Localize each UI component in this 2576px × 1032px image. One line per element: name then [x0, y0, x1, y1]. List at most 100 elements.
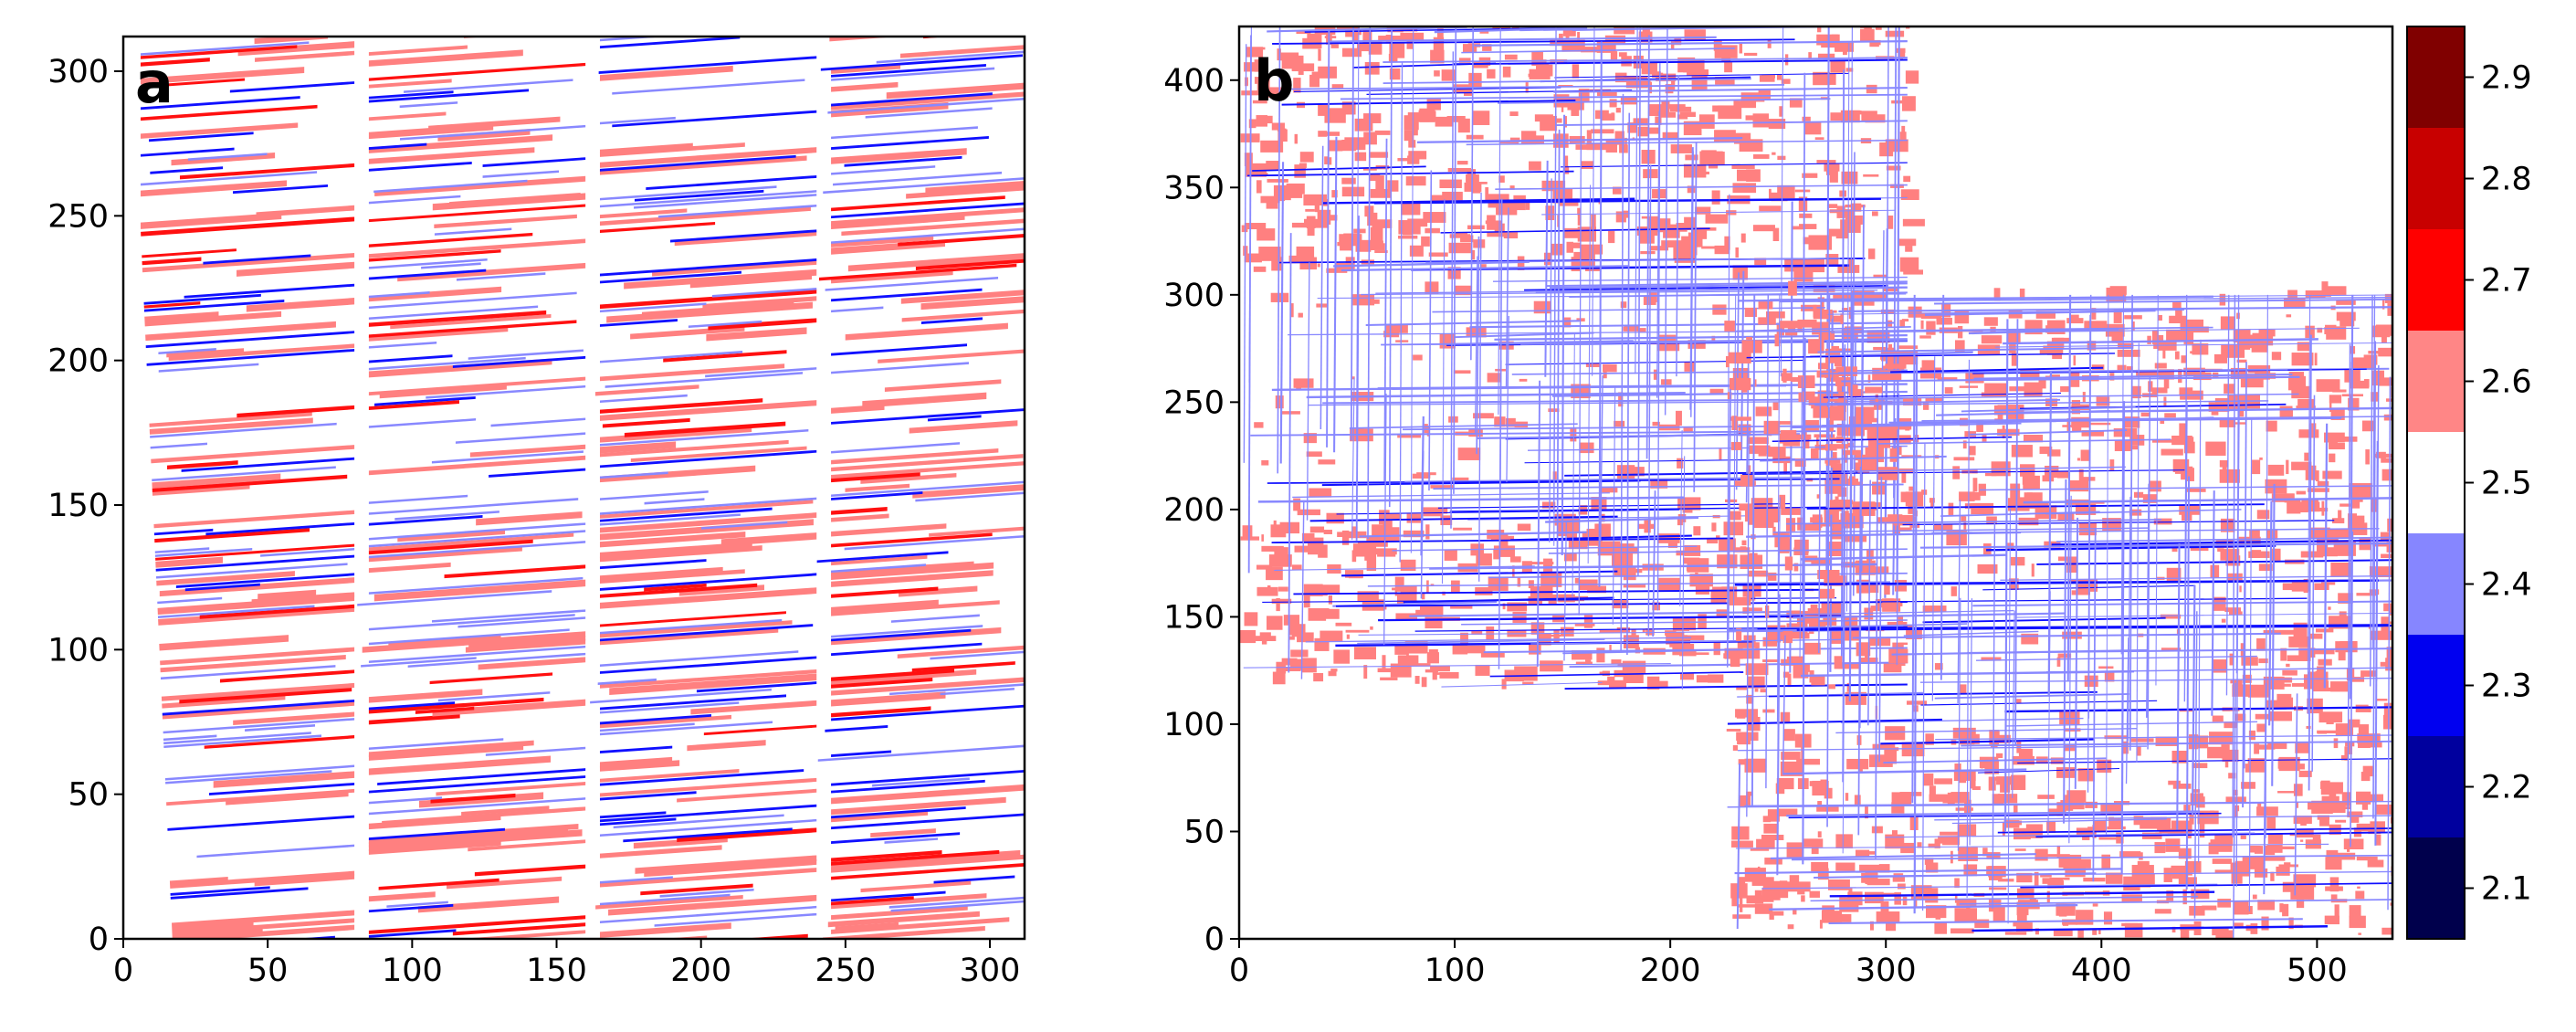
- heatmap-streak: [831, 849, 942, 862]
- heatmap-patch: [2309, 633, 2323, 639]
- heatmap-patch: [2349, 915, 2366, 929]
- heatmap-patch: [1449, 234, 1471, 238]
- heatmap-line: [1489, 671, 1744, 678]
- heatmap-patch: [2184, 437, 2194, 451]
- heatmap-line: [1572, 333, 1575, 597]
- panel-b-frame: [1237, 25, 2394, 941]
- heatmap-patch: [2171, 751, 2189, 763]
- heatmap-patch: [1467, 169, 1477, 182]
- heatmap-line: [1549, 178, 1552, 542]
- heatmap-patch: [2375, 324, 2392, 336]
- heatmap-patch: [1242, 525, 1253, 541]
- heatmap-streak: [457, 272, 546, 281]
- heatmap-patch: [1929, 498, 1935, 503]
- heatmap-patch: [2236, 359, 2247, 363]
- heatmap-patch: [2288, 917, 2294, 930]
- heatmap-line: [2035, 831, 2392, 838]
- heatmap-patch: [1614, 420, 1625, 427]
- heatmap-line: [1461, 47, 1735, 54]
- heatmap-patch: [1789, 875, 1800, 885]
- heatmap-line: [2347, 343, 2351, 816]
- heatmap-patch: [1741, 340, 1762, 353]
- heatmap-patch: [1323, 530, 1332, 534]
- heatmap-line: [1453, 26, 1457, 494]
- heatmap-patch: [2329, 438, 2338, 448]
- heatmap-line: [1769, 903, 2078, 911]
- heatmap-patch: [2133, 491, 2144, 498]
- heatmap-patch: [2010, 774, 2026, 790]
- heatmap-streak: [140, 252, 355, 273]
- heatmap-patch: [1525, 199, 1530, 210]
- heatmap-patch: [2276, 846, 2295, 849]
- heatmap-line: [2294, 693, 2298, 896]
- heatmap-patch: [2339, 317, 2355, 327]
- heatmap-patch: [1430, 485, 1455, 489]
- heatmap-patch: [1246, 47, 1264, 58]
- heatmap-patch: [1373, 525, 1380, 536]
- heatmap-streak: [831, 784, 1025, 805]
- heatmap-patch: [2368, 705, 2371, 713]
- heatmap-streak: [482, 157, 586, 167]
- heatmap-patch: [2087, 341, 2097, 351]
- heatmap-line: [1383, 57, 1908, 63]
- heatmap-streak: [831, 523, 947, 537]
- heatmap-streak: [831, 563, 926, 574]
- heatmap-streak: [831, 600, 1000, 616]
- heatmap-patch: [2229, 653, 2234, 666]
- heatmap-streak: [912, 484, 1025, 499]
- heatmap-patch: [1688, 340, 1706, 349]
- heatmap-streak: [599, 756, 673, 768]
- heatmap-streak: [915, 491, 1025, 502]
- heatmap-patch: [1976, 419, 1983, 432]
- heatmap-streak: [599, 270, 741, 284]
- heatmap-streak: [368, 341, 437, 349]
- heatmap-patch: [2290, 510, 2308, 513]
- heatmap-streak: [599, 620, 793, 638]
- heatmap-line: [1779, 296, 2392, 303]
- heatmap-patch: [1903, 175, 1911, 183]
- heatmap-patch: [2287, 290, 2297, 304]
- heatmap-line: [1961, 740, 2392, 747]
- heatmap-patch: [1400, 559, 1416, 572]
- heatmap-streak: [368, 249, 501, 262]
- heatmap-line: [1842, 344, 1846, 783]
- heatmap-patch: [2117, 349, 2140, 357]
- heatmap-streak: [599, 845, 722, 858]
- heatmap-streak: [898, 234, 1025, 247]
- heatmap-streak: [878, 349, 1025, 363]
- heatmap-patch: [1448, 242, 1471, 254]
- heatmap-patch: [2325, 857, 2342, 870]
- heatmap-line: [1782, 635, 1786, 774]
- panel-b-heatmap: [1239, 26, 2392, 939]
- heatmap-streak: [599, 429, 809, 447]
- heatmap-patch: [1479, 29, 1489, 34]
- heatmap-patch: [1385, 35, 1393, 44]
- heatmap-patch: [1812, 514, 1823, 528]
- heatmap-patch: [2367, 859, 2384, 868]
- heatmap-line: [2014, 319, 2019, 745]
- heatmap-patch: [1308, 607, 1327, 621]
- heatmap-patch: [1894, 355, 1898, 368]
- heatmap-patch: [1611, 553, 1634, 566]
- heatmap-streak: [884, 837, 938, 844]
- heatmap-line: [1976, 655, 2257, 661]
- heatmap-patch: [1426, 580, 1429, 593]
- heatmap-patch: [1865, 805, 1868, 819]
- heatmap-line: [1972, 368, 2367, 374]
- heatmap-patch: [1661, 100, 1670, 113]
- heatmap-patch: [1997, 428, 2020, 436]
- heatmap-streak: [168, 343, 355, 362]
- heatmap-patch: [2293, 784, 2303, 796]
- heatmap-streak: [831, 561, 974, 577]
- heatmap-line: [1854, 393, 2299, 399]
- heatmap-patch: [1645, 628, 1655, 636]
- heatmap-patch: [1363, 665, 1368, 679]
- heatmap-line: [1578, 92, 1582, 616]
- heatmap-patch: [1403, 530, 1425, 538]
- heatmap-patch: [1744, 868, 1766, 882]
- heatmap-streak: [368, 49, 523, 67]
- heatmap-patch: [2242, 856, 2265, 869]
- heatmap-patch: [1339, 234, 1362, 246]
- heatmap-patch: [2122, 741, 2129, 754]
